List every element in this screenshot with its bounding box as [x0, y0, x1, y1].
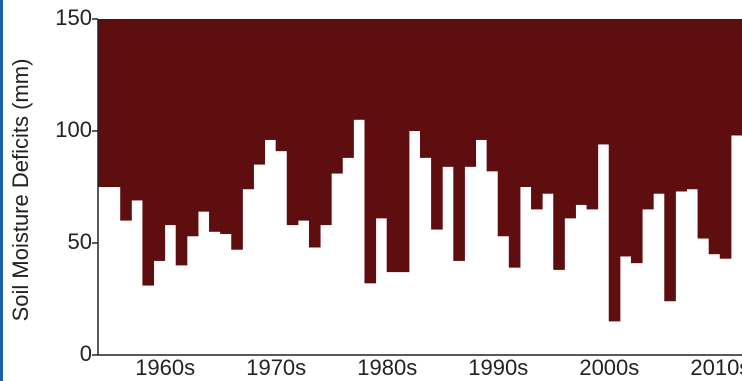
bar	[719, 19, 732, 259]
bar	[364, 19, 377, 284]
bar	[397, 19, 410, 273]
bar	[531, 19, 543, 210]
x-tick-label: 1990s	[468, 355, 528, 380]
bar	[564, 19, 576, 219]
bar	[675, 19, 687, 192]
x-tick-label: 1980s	[357, 355, 417, 380]
bar	[342, 19, 354, 158]
bar	[608, 19, 621, 322]
bar	[175, 19, 188, 266]
bar	[486, 19, 499, 172]
bar	[320, 19, 332, 226]
bar	[197, 19, 210, 212]
bar	[619, 19, 632, 257]
bar	[164, 19, 177, 226]
bar	[553, 19, 565, 270]
bar	[209, 19, 221, 232]
bar	[264, 19, 277, 140]
y-tick-label: 50	[68, 229, 92, 254]
x-tick-label: 2000s	[579, 355, 639, 380]
bar	[331, 19, 343, 174]
left-border	[0, 0, 3, 381]
bar	[286, 19, 299, 226]
bar	[630, 19, 643, 264]
bar	[186, 19, 199, 237]
bar	[408, 19, 421, 131]
bar	[442, 19, 454, 167]
bar	[253, 19, 266, 165]
bar	[575, 19, 588, 205]
y-axis-label: Soil Moisture Deficits (mm)	[8, 59, 33, 322]
y-tick-label: 150	[55, 5, 92, 30]
bar	[231, 19, 243, 250]
x-tick-label: 1970s	[246, 355, 306, 380]
bar	[542, 19, 554, 194]
bar	[308, 19, 321, 248]
bar	[420, 19, 432, 158]
bar	[109, 19, 121, 187]
bar	[475, 19, 488, 140]
bar	[586, 19, 599, 210]
bar	[464, 19, 477, 167]
bar	[497, 19, 510, 237]
bar	[508, 19, 521, 268]
bar	[664, 19, 676, 302]
y-tick-label: 0	[80, 341, 92, 366]
bar	[597, 19, 610, 145]
bar	[120, 19, 132, 221]
bar	[297, 19, 310, 221]
bar	[686, 19, 699, 190]
bar	[730, 19, 742, 136]
bar	[453, 19, 465, 261]
x-tick-label: 1960s	[135, 355, 195, 380]
bar	[708, 19, 721, 255]
bar	[653, 19, 665, 194]
bar	[431, 19, 443, 230]
bar	[242, 19, 254, 190]
bar	[142, 19, 155, 286]
bar	[131, 19, 143, 201]
bar	[220, 19, 232, 235]
y-tick-label: 100	[55, 117, 92, 142]
bar	[98, 19, 110, 187]
bar	[642, 19, 654, 210]
bar	[275, 19, 288, 152]
bar	[697, 19, 710, 239]
bar	[519, 19, 532, 187]
bar	[353, 19, 365, 120]
x-tick-label: 2010s	[690, 355, 742, 380]
bar	[386, 19, 399, 273]
bar	[153, 19, 166, 261]
bar	[375, 19, 388, 219]
